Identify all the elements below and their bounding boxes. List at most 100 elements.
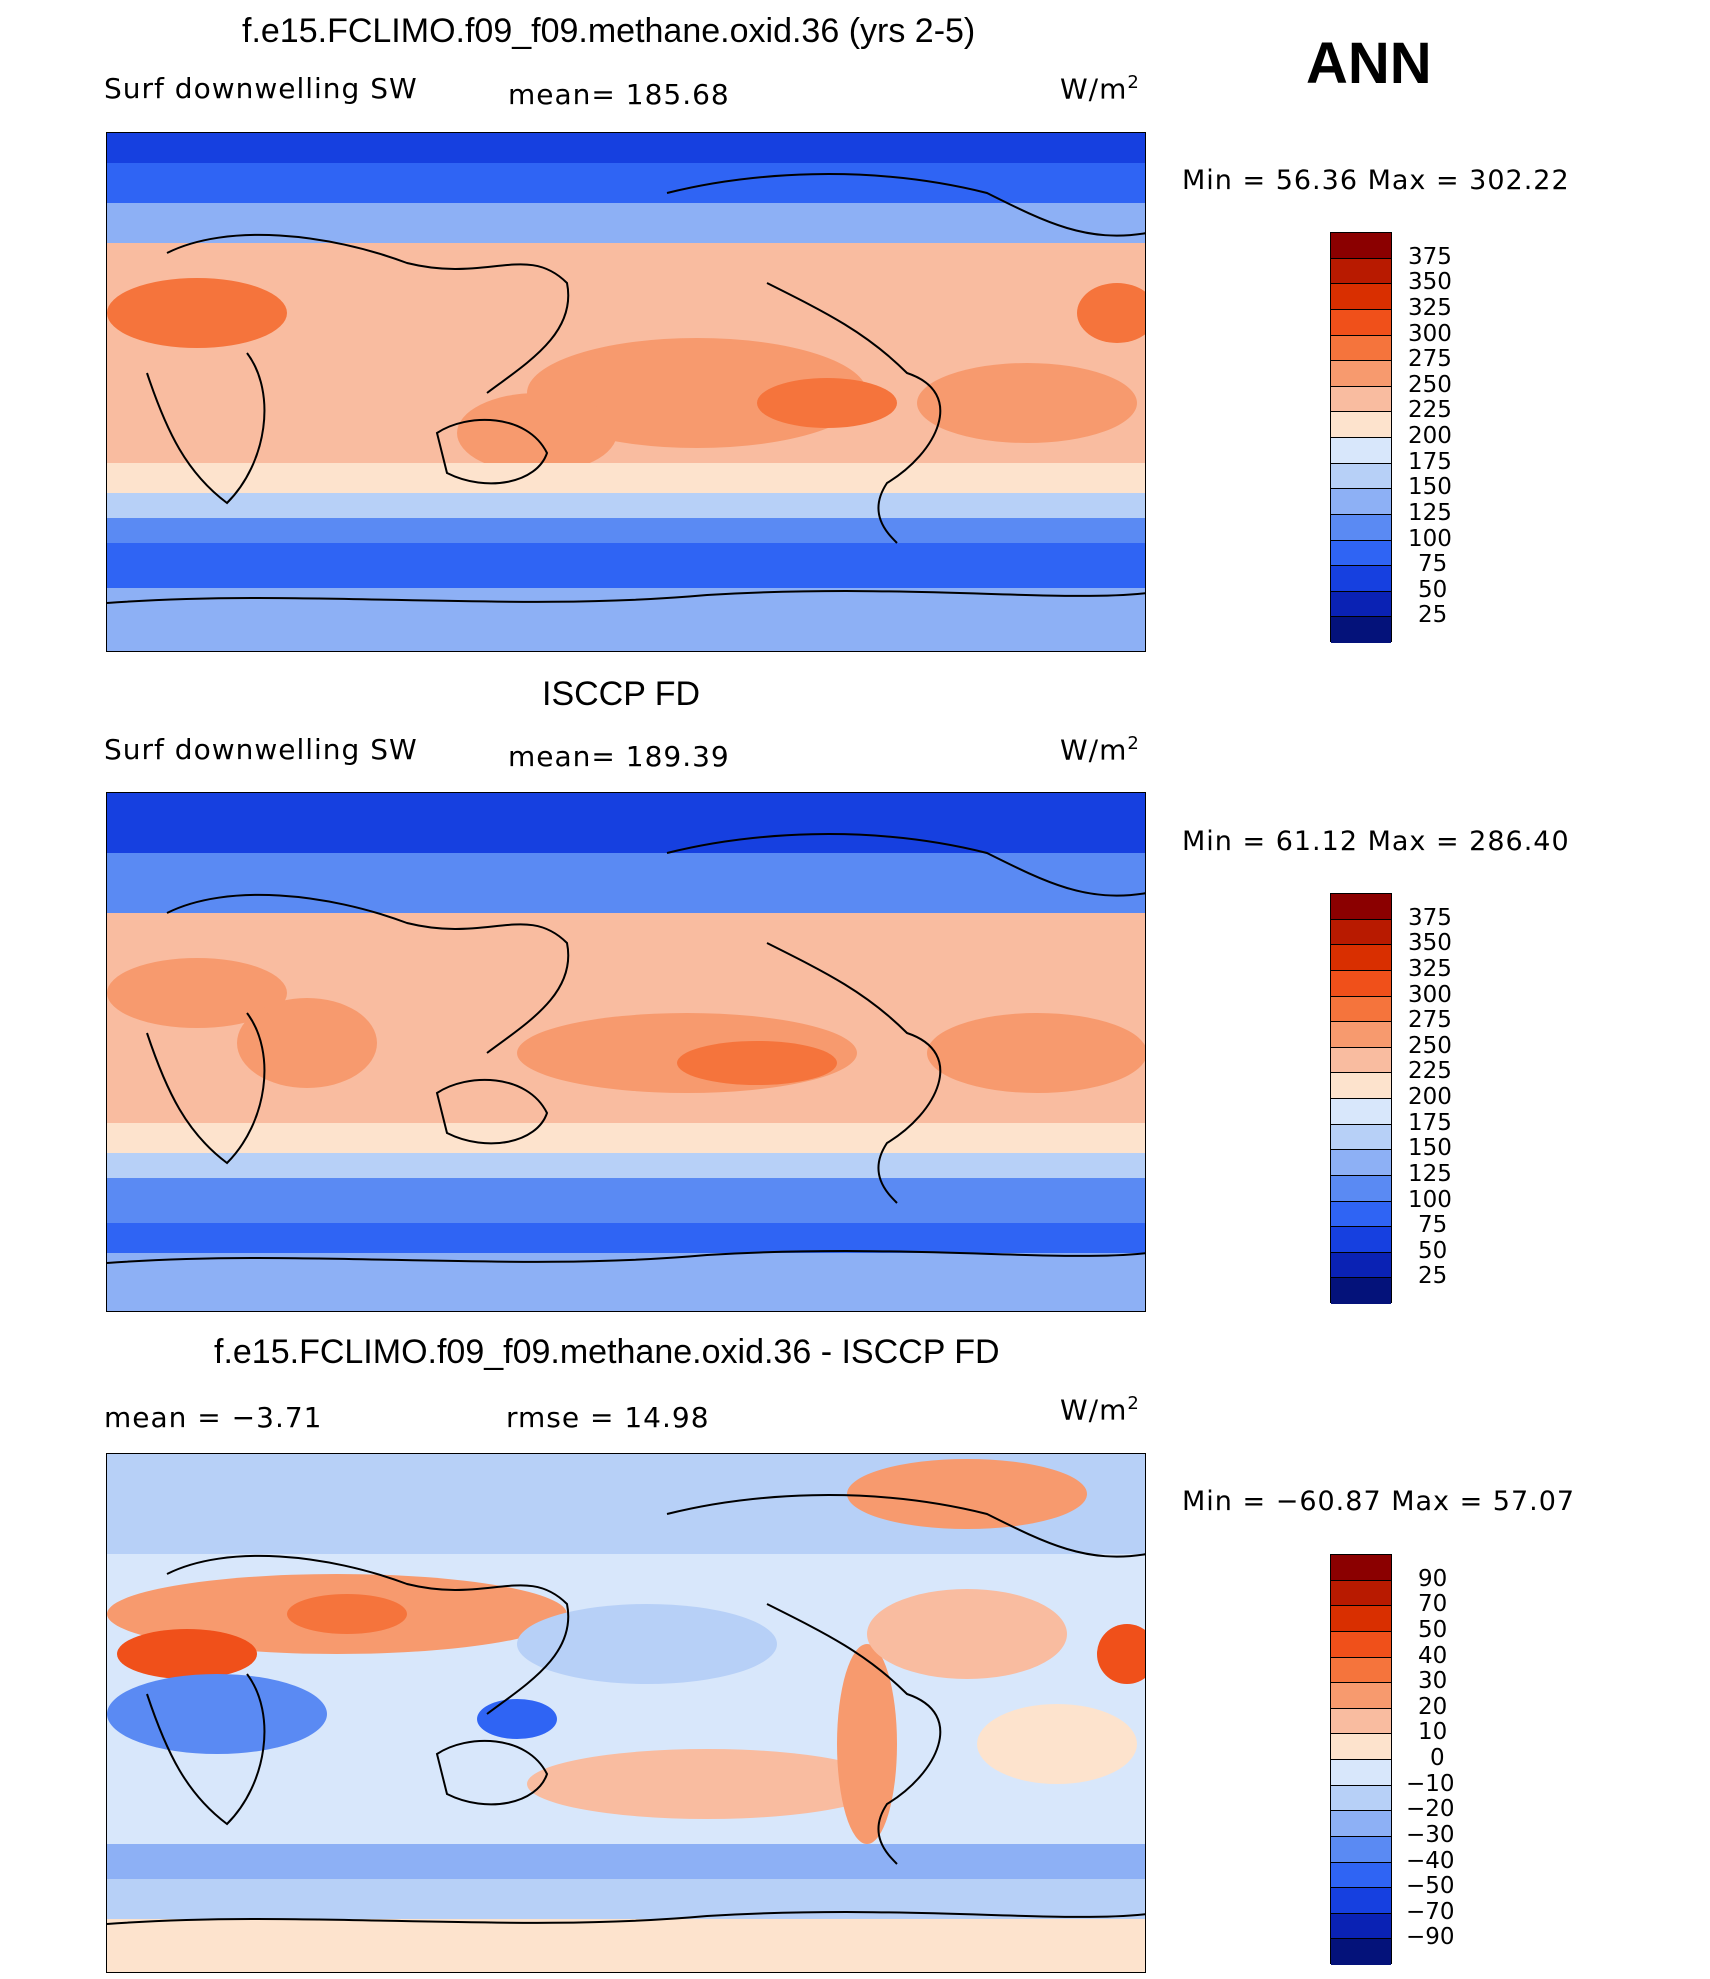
colorbar-1-tick-label: 300	[1408, 320, 1452, 347]
colorbar-1-tick-label: 50	[1418, 576, 1448, 603]
panel-3-colorbar	[1330, 1554, 1392, 1965]
colorbar-2-swatch	[1331, 1175, 1391, 1202]
panel-3-units: W/m2	[1060, 1393, 1140, 1426]
colorbar-1-swatch	[1331, 514, 1391, 541]
colorbar-3-swatch	[1331, 1836, 1391, 1863]
colorbar-3-tick-label: 40	[1418, 1642, 1448, 1669]
colorbar-2-tick-label: 375	[1408, 904, 1452, 931]
colorbar-1-swatch	[1331, 438, 1391, 464]
colorbar-2-tick-label: 100	[1408, 1186, 1452, 1213]
colorbar-2-tick-label: 25	[1418, 1263, 1448, 1290]
colorbar-2-tick-label: 225	[1408, 1058, 1452, 1085]
colorbar-2-swatch	[1331, 1150, 1391, 1176]
panel-3-title: f.e15.FCLIMO.f09_f09.methane.oxid.36 - I…	[214, 1333, 1000, 1371]
panel-1-title: f.e15.FCLIMO.f09_f09.methane.oxid.36 (yr…	[242, 12, 976, 50]
panel-2-mean: mean= 189.39	[508, 740, 730, 773]
colorbar-3-tick-label: 70	[1418, 1591, 1448, 1618]
colorbar-1-swatch	[1331, 309, 1391, 336]
colorbar-3-swatch	[1331, 1683, 1391, 1709]
panel-3-rmse: rmse = 14.98	[506, 1401, 710, 1434]
colorbar-3-swatch	[1331, 1913, 1391, 1940]
colorbar-3-swatch	[1331, 1888, 1391, 1914]
colorbar-3-swatch	[1331, 1606, 1391, 1632]
panel-1-units-base: W/m	[1060, 72, 1128, 106]
panel-1-mean: mean= 185.68	[508, 78, 730, 111]
colorbar-1-tick-label: 225	[1408, 397, 1452, 424]
panel-1-colorbar	[1330, 232, 1392, 643]
colorbar-1-swatch	[1331, 335, 1391, 362]
colorbar-1-swatch	[1331, 284, 1391, 310]
colorbar-3-swatch	[1331, 1657, 1391, 1684]
colorbar-2-swatch	[1331, 1201, 1391, 1228]
colorbar-3-swatch	[1331, 1862, 1391, 1889]
colorbar-2-swatch	[1331, 1227, 1391, 1253]
panel-1-minmax: Min = 56.36 Max = 302.22	[1182, 165, 1570, 196]
colorbar-2-tick-label: 325	[1408, 955, 1452, 982]
colorbar-3-tick-label: −90	[1406, 1924, 1455, 1951]
colorbar-3-swatch	[1331, 1785, 1391, 1812]
colorbar-3-swatch	[1331, 1760, 1391, 1786]
colorbar-2-tick-label: 50	[1418, 1237, 1448, 1264]
colorbar-3-tick-label: −30	[1406, 1821, 1455, 1848]
colorbar-1-tick-label: 250	[1408, 371, 1452, 398]
colorbar-2-swatch	[1331, 894, 1391, 920]
colorbar-1-swatch	[1331, 591, 1391, 618]
colorbar-1-tick-label: 375	[1408, 243, 1452, 270]
colorbar-2-swatch	[1331, 1073, 1391, 1099]
colorbar-2-swatch	[1331, 996, 1391, 1023]
colorbar-3-swatch	[1331, 1580, 1391, 1607]
panel-3-minmax: Min = −60.87 Max = 57.07	[1182, 1486, 1576, 1517]
panel-2-units: W/m2	[1060, 733, 1140, 766]
colorbar-1-tick-label: 175	[1408, 448, 1452, 475]
colorbar-3-tick-label: −40	[1406, 1847, 1455, 1874]
colorbar-1-swatch	[1331, 233, 1391, 259]
colorbar-2-swatch	[1331, 1278, 1391, 1304]
colorbar-1-tick-label: 100	[1408, 525, 1452, 552]
colorbar-1-tick-label: 325	[1408, 294, 1452, 321]
colorbar-3-tick-label: −20	[1406, 1796, 1455, 1823]
colorbar-3-tick-label: 20	[1418, 1693, 1448, 1720]
colorbar-3-tick-label: 0	[1430, 1745, 1445, 1771]
colorbar-3-tick-label: −70	[1406, 1898, 1455, 1925]
colorbar-1-tick-label: 125	[1408, 499, 1452, 526]
colorbar-1-swatch	[1331, 412, 1391, 438]
colorbar-2-tick-label: 275	[1408, 1007, 1452, 1034]
colorbar-3-swatch	[1331, 1555, 1391, 1581]
colorbar-3-swatch	[1331, 1811, 1391, 1837]
panel-3-mean: mean = −3.71	[104, 1401, 323, 1434]
colorbar-1-swatch	[1331, 386, 1391, 413]
colorbar-1-tick-label: 350	[1408, 269, 1452, 296]
colorbar-3-swatch	[1331, 1708, 1391, 1735]
colorbar-1-swatch	[1331, 361, 1391, 387]
colorbar-3-swatch	[1331, 1734, 1391, 1760]
colorbar-1-swatch	[1331, 258, 1391, 285]
panel-2-map	[106, 792, 1146, 1312]
colorbar-2-swatch	[1331, 1099, 1391, 1125]
colorbar-1-swatch	[1331, 489, 1391, 515]
panel-2-title: ISCCP FD	[542, 675, 701, 713]
colorbar-2-swatch	[1331, 1124, 1391, 1151]
season-label: ANN	[1306, 31, 1432, 96]
colorbar-1-swatch	[1331, 463, 1391, 490]
colorbar-2-tick-label: 200	[1408, 1084, 1452, 1110]
panel-3-units-base: W/m	[1060, 1393, 1128, 1427]
panel-1-units: W/m2	[1060, 72, 1140, 105]
panel-3-units-sup: 2	[1127, 1393, 1140, 1414]
colorbar-1-tick-label: 75	[1418, 551, 1448, 578]
colorbar-1-tick-label: 25	[1418, 602, 1448, 629]
panel-2-colorbar	[1330, 893, 1392, 1304]
colorbar-3-tick-label: −50	[1406, 1873, 1455, 1900]
colorbar-2-tick-label: 150	[1408, 1135, 1452, 1162]
panel-1-field	[107, 133, 1145, 651]
panel-2-units-base: W/m	[1060, 733, 1128, 767]
panel-1-map	[106, 132, 1146, 652]
colorbar-2-tick-label: 125	[1408, 1160, 1452, 1187]
panel-2-minmax: Min = 61.12 Max = 286.40	[1182, 826, 1570, 857]
colorbar-2-swatch	[1331, 945, 1391, 971]
panel-3-map	[106, 1453, 1146, 1973]
colorbar-3-tick-label: 90	[1418, 1565, 1448, 1592]
colorbar-2-swatch	[1331, 1252, 1391, 1279]
colorbar-3-tick-label: −10	[1406, 1770, 1455, 1797]
colorbar-1-swatch	[1331, 566, 1391, 592]
colorbar-1-swatch	[1331, 540, 1391, 567]
